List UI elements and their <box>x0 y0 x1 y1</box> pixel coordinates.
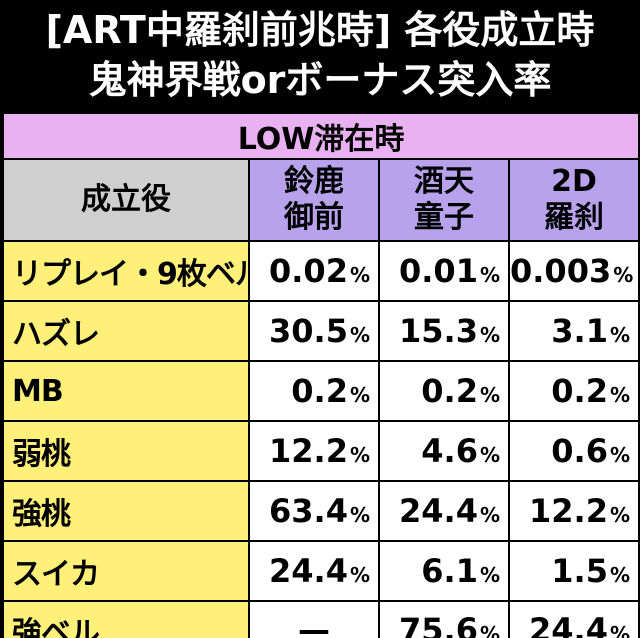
role-label: MB <box>2 360 250 422</box>
percent-unit: % <box>349 263 370 287</box>
rate-value: 4.6 <box>421 432 478 470</box>
rate-cell: 3.1% <box>507 300 640 362</box>
percent-unit: % <box>609 443 631 467</box>
percent-unit: % <box>349 563 370 587</box>
rate-value: 0.2 <box>291 372 348 410</box>
rate-cell: 0.6% <box>507 420 640 482</box>
role-label: スイカ <box>2 540 250 602</box>
rate-cell: 1.5% <box>507 540 640 602</box>
rate-cell: 24.4% <box>378 480 510 542</box>
rate-value: 30.5 <box>269 312 348 350</box>
rate-value: 15.3 <box>399 312 478 350</box>
rate-value: 0.01 <box>399 252 478 290</box>
percent-unit: % <box>479 323 500 347</box>
percent-unit: % <box>609 622 631 638</box>
rate-cell: 0.2% <box>507 360 640 422</box>
rate-cell: 24.4% <box>248 540 380 602</box>
rate-cell: 0.2% <box>248 360 380 422</box>
rate-value: 24.4 <box>399 492 478 530</box>
percent-unit: % <box>349 323 370 347</box>
rate-cell: 24.4% <box>507 600 640 638</box>
table-row: スイカ 24.4% 6.1% 1.5% <box>2 540 640 602</box>
rate-cell: 6.1% <box>378 540 510 602</box>
rate-cell: 4.6% <box>378 420 510 482</box>
percent-unit: % <box>613 263 634 287</box>
title-line-2: 鬼神界戦orボーナス突入率 <box>88 58 552 102</box>
percent-unit: % <box>479 503 500 527</box>
column-header-suzuka: 鈴鹿 御前 <box>248 158 380 242</box>
column-header-line: 2D <box>551 164 597 199</box>
column-header-line: 酒天 <box>414 164 474 199</box>
percent-unit: % <box>609 323 631 347</box>
rate-value: 0.6 <box>551 432 608 470</box>
rate-value: 0.2 <box>551 372 608 410</box>
table-row: 弱桃 12.2% 4.6% 0.6% <box>2 420 640 482</box>
role-label: ハズレ <box>2 300 250 362</box>
rate-value: 1.5 <box>551 552 608 590</box>
role-label: 強ベル <box>2 600 250 638</box>
table-row: 強桃 63.4% 24.4% 12.2% <box>2 480 640 542</box>
column-header-line: 羅刹 <box>544 200 604 235</box>
rate-value: 0.2 <box>421 372 478 410</box>
column-header-2d-rasetsu: 2D 羅刹 <box>507 158 640 242</box>
rate-cell: 30.5% <box>248 300 380 362</box>
rate-value: 0.02 <box>269 252 348 290</box>
role-label: リプレイ・9枚ベル <box>2 240 250 302</box>
rate-cell: 0.02% <box>248 240 380 302</box>
percent-unit: % <box>479 443 500 467</box>
rate-value: 24.4 <box>269 552 348 590</box>
column-header-line: 鈴鹿 <box>284 164 344 199</box>
percent-unit: % <box>479 622 500 638</box>
percent-unit: % <box>609 383 631 407</box>
rate-cell: 0.2% <box>378 360 510 422</box>
percent-unit: % <box>349 443 370 467</box>
rate-value: 63.4 <box>269 492 348 530</box>
percent-unit: % <box>479 563 500 587</box>
table-row: 強ベル —75.6% 24.4% <box>2 600 640 638</box>
title-banner: [ART中羅刹前兆時] 各役成立時 鬼神界戦orボーナス突入率 <box>0 0 640 110</box>
percent-unit: % <box>609 563 631 587</box>
rate-cell: — <box>248 600 380 638</box>
table-row: リプレイ・9枚ベル 0.02% 0.01% 0.003% <box>2 240 640 302</box>
rate-value: 75.6 <box>399 611 478 638</box>
rate-table: LOW滞在時 成立役 鈴鹿 御前 酒天 童子 2D 羅刹 リプレイ・9枚ベル 0.… <box>1 112 640 638</box>
rate-cell: 12.2% <box>507 480 640 542</box>
rate-cell: 0.003% <box>507 240 640 302</box>
column-header-shuten: 酒天 童子 <box>378 158 510 242</box>
rate-value: 12.2 <box>529 492 608 530</box>
header-row: 成立役 鈴鹿 御前 酒天 童子 2D 羅刹 <box>2 158 640 242</box>
rate-value: 3.1 <box>551 312 608 350</box>
table-body: リプレイ・9枚ベル 0.02% 0.01% 0.003% ハズレ 30.5% 15.3% 3.… <box>2 240 640 638</box>
role-column-header: 成立役 <box>2 158 250 242</box>
band-label: LOW滞在時 <box>1 112 640 160</box>
percent-unit: % <box>479 263 500 287</box>
percent-unit: % <box>609 503 631 527</box>
column-header-line: 御前 <box>284 200 344 235</box>
rate-cell: 15.3% <box>378 300 510 362</box>
title-line-1: [ART中羅刹前兆時] 各役成立時 <box>45 8 595 52</box>
band-row: LOW滞在時 <box>1 112 640 160</box>
rate-value: 6.1 <box>421 552 478 590</box>
rate-value: 12.2 <box>269 432 348 470</box>
column-header-line: 童子 <box>414 200 474 235</box>
percent-unit: % <box>349 383 370 407</box>
rate-value: — <box>298 611 330 638</box>
rate-value: 24.4 <box>529 611 608 638</box>
role-label: 弱桃 <box>2 420 250 482</box>
table-row: MB 0.2% 0.2% 0.2% <box>2 360 640 422</box>
rate-cell: 12.2% <box>248 420 380 482</box>
rate-cell: 75.6% <box>378 600 510 638</box>
rate-value: 0.003 <box>510 252 612 290</box>
table-row: ハズレ 30.5% 15.3% 3.1% <box>2 300 640 362</box>
rate-cell: 63.4% <box>248 480 380 542</box>
percent-unit: % <box>479 383 500 407</box>
percent-unit: % <box>349 503 370 527</box>
role-label: 強桃 <box>2 480 250 542</box>
rate-cell: 0.01% <box>378 240 510 302</box>
